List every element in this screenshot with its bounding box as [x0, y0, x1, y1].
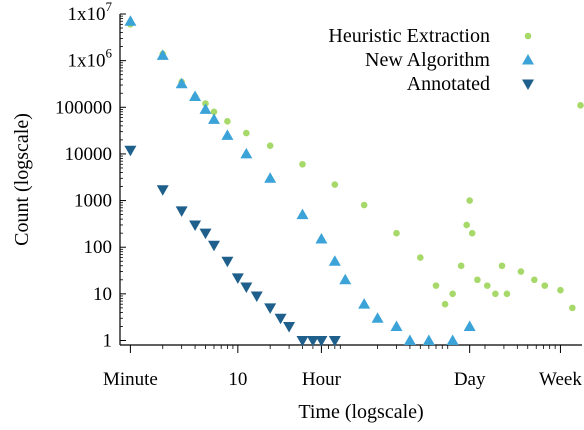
legend-label: Annotated — [407, 73, 490, 95]
data-point — [264, 303, 277, 314]
data-point — [474, 276, 481, 284]
data-point — [315, 232, 328, 244]
data-point — [240, 282, 253, 294]
data-point — [331, 181, 339, 188]
legend-marker — [524, 32, 532, 40]
y-tick-label: 100000 — [55, 97, 112, 118]
series-1 — [124, 15, 476, 345]
data-point — [221, 129, 234, 140]
data-point — [221, 256, 234, 268]
data-point — [422, 334, 435, 345]
plot-frame — [119, 14, 582, 346]
data-point — [432, 282, 440, 289]
data-point — [457, 262, 465, 270]
data-point — [531, 276, 538, 284]
data-point — [207, 113, 220, 124]
data-point — [328, 255, 341, 266]
data-point — [224, 118, 231, 125]
data-point — [463, 221, 470, 229]
data-point — [175, 206, 188, 217]
data-point — [393, 229, 400, 237]
data-point — [299, 160, 306, 168]
data-point — [569, 304, 576, 312]
data-point — [503, 290, 511, 298]
x-tick-label: Day — [454, 369, 486, 390]
data-point — [124, 145, 137, 157]
data-point — [446, 334, 459, 345]
series-2 — [124, 145, 341, 347]
data-point — [124, 15, 137, 26]
data-point — [156, 185, 169, 196]
data-point — [243, 129, 250, 137]
data-point — [468, 229, 476, 237]
y-tick-label: 1 — [103, 330, 113, 351]
data-point — [296, 208, 309, 220]
y-tick-label: 1x107 — [68, 0, 113, 25]
data-point — [517, 268, 525, 275]
data-point — [557, 286, 564, 294]
y-tick-label: 10 — [93, 284, 112, 305]
data-point — [199, 228, 212, 240]
data-point — [360, 201, 368, 209]
x-tick-label: Hour — [302, 369, 342, 390]
data-point — [417, 254, 424, 261]
data-point — [266, 142, 274, 150]
x-tick-label: 10 — [228, 369, 247, 390]
data-point — [189, 220, 202, 231]
data-point — [390, 320, 403, 331]
data-point — [199, 103, 212, 114]
series-0 — [127, 21, 584, 312]
legend-label: New Algorithm — [365, 49, 490, 71]
data-points — [124, 15, 584, 347]
data-point — [156, 49, 169, 60]
data-point — [358, 298, 371, 309]
data-point — [339, 273, 352, 285]
data-point — [541, 282, 549, 289]
data-point — [441, 300, 449, 308]
data-point — [210, 108, 218, 116]
data-point — [498, 262, 506, 270]
x-axis: Minute 10 Hour Day Week — [103, 345, 582, 390]
data-point — [306, 335, 319, 347]
legend-marker — [522, 79, 534, 90]
y-tick-label: 10000 — [65, 144, 113, 165]
y-axis: 1 10 100 1000 10000 100000 1x106 1x107 — [55, 0, 126, 351]
y-axis-title: Count (logscale) — [11, 113, 33, 246]
data-point — [250, 291, 263, 302]
data-point — [296, 335, 309, 347]
data-point — [207, 240, 220, 252]
data-point — [264, 172, 277, 183]
data-point — [274, 313, 287, 325]
data-point — [492, 290, 499, 298]
data-point — [463, 320, 476, 331]
x-axis-title: Time (logscale) — [298, 401, 423, 423]
data-point — [231, 273, 244, 284]
data-point — [449, 290, 456, 298]
data-point — [483, 282, 491, 289]
legend-label: Heuristic Extraction — [328, 25, 490, 47]
data-point — [403, 334, 416, 345]
x-tick-label: Week — [539, 369, 582, 390]
y-tick-label: 1000 — [74, 191, 112, 212]
data-point — [577, 102, 584, 109]
legend-marker — [522, 54, 534, 65]
data-point — [315, 335, 328, 347]
data-point — [189, 90, 202, 102]
data-point — [371, 312, 384, 323]
data-point — [240, 147, 253, 159]
y-tick-label: 100 — [84, 237, 113, 258]
data-point — [466, 197, 473, 204]
x-tick-label: Minute — [103, 369, 158, 390]
data-point — [328, 335, 341, 347]
data-point — [283, 321, 296, 333]
data-point — [175, 77, 188, 89]
y-tick-label: 1x106 — [68, 46, 113, 72]
